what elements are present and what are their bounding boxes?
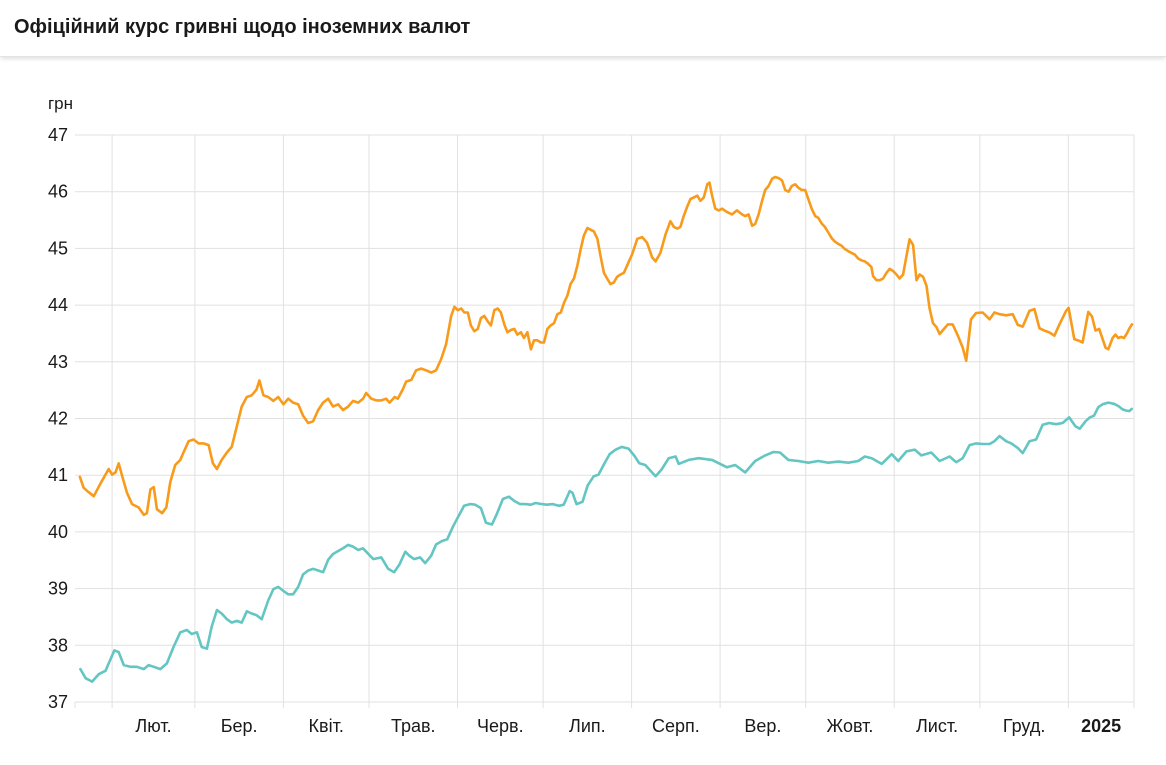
y-tick-label: 37 bbox=[48, 692, 68, 712]
y-axis-unit-label: грн bbox=[48, 94, 73, 113]
y-tick-label: 43 bbox=[48, 352, 68, 372]
x-month-label: Серп. bbox=[652, 716, 700, 736]
y-tick-label: 41 bbox=[48, 465, 68, 485]
exchange-rate-chart-svg[interactable]: 47 46 45 44 43 42 41 40 39 38 37 грн Лют. Бер. Квіт. Тр… bbox=[0, 57, 1166, 765]
page-title: Офіційний курс гривні щодо іноземних вал… bbox=[14, 16, 471, 38]
y-tick-label: 39 bbox=[48, 579, 68, 599]
x-month-label: Вер. bbox=[744, 716, 781, 736]
y-tick-label: 46 bbox=[48, 182, 68, 202]
x-month-label: Бер. bbox=[221, 716, 258, 736]
exchange-rate-chart[interactable]: 47 46 45 44 43 42 41 40 39 38 37 грн Лют. Бер. Квіт. Тр… bbox=[0, 57, 1166, 765]
x-month-label: Лют. bbox=[135, 716, 171, 736]
x-month-label: Трав. bbox=[391, 716, 436, 736]
y-tick-label: 44 bbox=[48, 295, 68, 315]
page-header: Офіційний курс гривні щодо іноземних вал… bbox=[0, 0, 1166, 57]
x-month-label: Груд. bbox=[1003, 716, 1045, 736]
x-month-label: 2025 bbox=[1081, 716, 1121, 736]
x-month-label: Жовт. bbox=[827, 716, 874, 736]
series-orange-line[interactable] bbox=[78, 175, 1134, 517]
y-tick-label: 40 bbox=[48, 522, 68, 542]
x-month-label: Лист. bbox=[916, 716, 958, 736]
series-teal-line[interactable] bbox=[79, 401, 1133, 683]
x-month-label: Черв. bbox=[477, 716, 524, 736]
y-tick-label: 38 bbox=[48, 635, 68, 655]
x-month-label: Лип. bbox=[569, 716, 606, 736]
y-tick-label: 42 bbox=[48, 409, 68, 429]
x-month-label: Квіт. bbox=[309, 716, 344, 736]
y-tick-label: 47 bbox=[48, 125, 68, 145]
y-tick-label: 45 bbox=[48, 238, 68, 258]
